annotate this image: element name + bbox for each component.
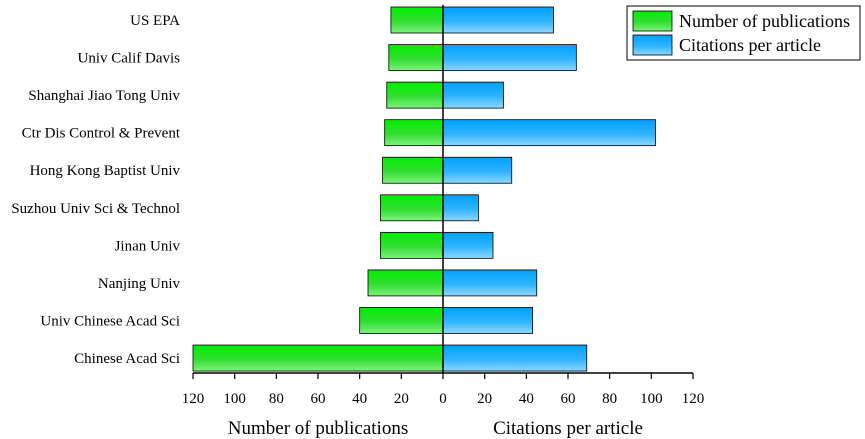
legend-swatch-publications [632, 10, 673, 32]
tick-label: 20 [477, 391, 492, 407]
bar-publications [380, 231, 444, 259]
bar-citations [442, 44, 577, 71]
category-label: Jinan Univ [115, 238, 181, 254]
category-label: Chinese Acad Sci [74, 351, 180, 367]
category-label: Ctr Dis Control & Prevent [22, 126, 181, 142]
tick-label: 100 [223, 391, 246, 407]
category-label: Nanjing Univ [98, 276, 181, 292]
bar-publications [388, 44, 444, 71]
bar-citations [442, 269, 538, 297]
bar-publications [390, 6, 444, 34]
bar-citations [442, 81, 504, 109]
tick-label: 40 [519, 391, 534, 407]
tick-label: 80 [269, 391, 284, 407]
bar-citations [442, 307, 533, 334]
bar-citations [442, 6, 554, 34]
category-label: Hong Kong Baptist Univ [30, 163, 181, 179]
legend-swatch-citations [632, 34, 673, 56]
tick-label: 0 [439, 391, 447, 407]
category-label: Univ Chinese Acad Sci [40, 313, 180, 329]
tick-label: 60 [561, 391, 576, 407]
legend: Number of publications Citations per art… [626, 5, 861, 61]
x-axis-ticks: 120 100 80 60 40 20 0 20 40 60 80 100 120 [182, 373, 705, 407]
bar-publications [382, 156, 444, 184]
bar-citations [442, 231, 494, 259]
publication-bars [192, 6, 444, 372]
category-label: Shanghai Jiao Tong Univ [28, 88, 180, 104]
bar-citations [442, 156, 513, 184]
category-label: Suzhou Univ Sci & Technol [11, 201, 180, 217]
bar-publications [367, 269, 444, 297]
citation-bars [442, 6, 656, 372]
tick-label: 40 [352, 391, 367, 407]
right-axis-title: Citations per article [493, 418, 643, 439]
bar-publications [386, 81, 444, 109]
legend-label-citations: Citations per article [679, 35, 821, 55]
tick-label: 120 [182, 391, 205, 407]
tick-label: 80 [602, 391, 617, 407]
tick-label: 60 [311, 391, 326, 407]
bar-publications [384, 119, 444, 147]
category-label: Univ Calif Davis [78, 51, 181, 67]
bar-publications [359, 307, 444, 334]
bar-publications [380, 194, 444, 222]
left-axis-title: Number of publications [228, 418, 408, 439]
bar-citations [442, 194, 479, 222]
bar-citations [442, 344, 588, 372]
bar-citations [442, 119, 656, 147]
tick-label: 20 [394, 391, 409, 407]
tick-label: 120 [682, 391, 705, 407]
bar-publications [192, 344, 444, 372]
category-label: US EPA [130, 13, 180, 29]
category-labels: US EPA Univ Calif Davis Shanghai Jiao Tong… [11, 13, 181, 367]
tick-label: 100 [640, 391, 663, 407]
legend-label-publications: Number of publications [679, 11, 850, 31]
